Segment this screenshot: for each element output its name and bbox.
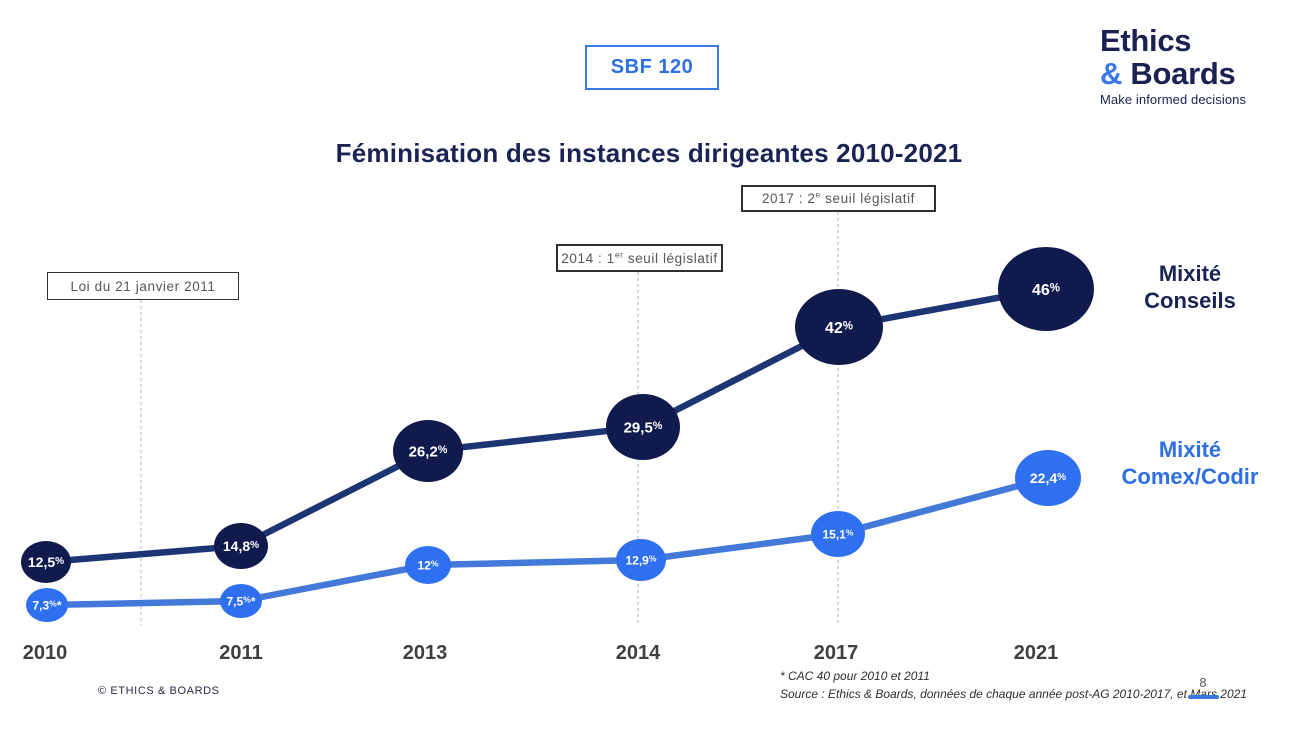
data-bubble	[998, 247, 1094, 331]
logo-line2: & Boards	[1100, 57, 1246, 90]
copyright-text: © ETHICS & BOARDS	[98, 685, 220, 697]
legend-line: Mixité	[1158, 261, 1222, 286]
annotation-prefix: 2014 : 1	[561, 250, 615, 266]
data-bubble	[811, 511, 865, 557]
page-number: 8	[1199, 675, 1207, 690]
sbf-120-badge: SBF 120	[585, 45, 719, 90]
data-bubble	[214, 523, 268, 569]
annotation-suffix: seuil législatif	[820, 191, 916, 206]
data-bubble-label: 42%	[825, 320, 853, 337]
data-bubble-label: 12,9%	[625, 553, 656, 567]
data-bubble	[1015, 450, 1081, 506]
x-axis-label: 2021	[1013, 642, 1059, 664]
data-bubble	[21, 541, 71, 583]
annotation-seuil-2014: 2014 : 1er seuil législatif	[556, 244, 723, 272]
annotation-text: 2017 : 2e seuil législatif	[761, 189, 916, 206]
series-line	[43, 474, 1052, 609]
data-bubble-label: 14,8%	[223, 538, 259, 554]
data-bubble	[393, 420, 463, 482]
annotation-prefix: Loi du 21 janvier 2011	[70, 278, 216, 294]
annotation-text: 2014 : 1er seuil législatif	[561, 249, 718, 266]
footnote-source: Source : Ethics & Boards, données de cha…	[780, 687, 1247, 701]
legend-line: Conseils	[1144, 288, 1236, 313]
sbf-120-label: SBF 120	[610, 56, 694, 78]
data-bubble-label: 15,1%	[822, 527, 853, 541]
annotation-prefix: 2017 : 2	[761, 191, 816, 206]
data-bubble	[616, 539, 666, 581]
x-axis-label: 2011	[219, 642, 263, 664]
data-bubble	[795, 289, 883, 365]
footnote-cac40: * CAC 40 pour 2010 et 2011	[780, 669, 930, 683]
legend-line: Comex/Codir	[1121, 464, 1259, 489]
data-bubble	[220, 584, 262, 618]
annotation-sup: er	[614, 249, 624, 259]
data-bubble-label: 7,3%*	[32, 598, 61, 612]
page-title: Féminisation des instances dirigeantes 2…	[335, 138, 963, 169]
logo-line1: Ethics	[1100, 23, 1192, 58]
data-bubble	[606, 394, 680, 460]
legend-line: Mixité	[1158, 437, 1222, 462]
data-bubble-label: 46%	[1032, 282, 1060, 299]
data-bubble-label: 26,2%	[409, 443, 448, 460]
legend-mixite-comex-codir: Mixité Comex/Codir	[1100, 436, 1280, 490]
data-bubble	[26, 588, 68, 622]
annotation-suffix: seuil législatif	[623, 250, 718, 266]
annotation-sup: e	[815, 189, 821, 200]
page-number-underline	[1188, 695, 1219, 699]
x-axis-label: 2014	[615, 642, 661, 664]
legend-mixite-conseils: Mixité Conseils	[1100, 260, 1280, 314]
logo-tagline: Make informed decisions	[1100, 92, 1247, 107]
ethics-boards-logo: Ethics & Boards Make informed decisions	[1100, 24, 1246, 108]
data-bubble-label: 7,5%*	[226, 594, 255, 608]
annotation-loi-2011: Loi du 21 janvier 2011	[47, 272, 239, 300]
data-bubble-label: 29,5%	[624, 419, 663, 436]
data-bubble-label: 12%	[417, 558, 438, 572]
data-bubble-label: 12,5%	[28, 554, 64, 570]
logo-boards: Boards	[1130, 56, 1236, 91]
x-axis-label: 2013	[402, 642, 448, 664]
x-axis-label: 2010	[22, 642, 68, 664]
x-axis-label: 2017	[813, 642, 859, 664]
data-bubble	[405, 546, 451, 584]
annotation-seuil-2017: 2017 : 2e seuil législatif	[741, 185, 936, 212]
data-bubble-label: 22,4%	[1030, 470, 1066, 486]
ampersand-icon: &	[1100, 56, 1123, 91]
annotation-text: Loi du 21 janvier 2011	[70, 279, 215, 294]
